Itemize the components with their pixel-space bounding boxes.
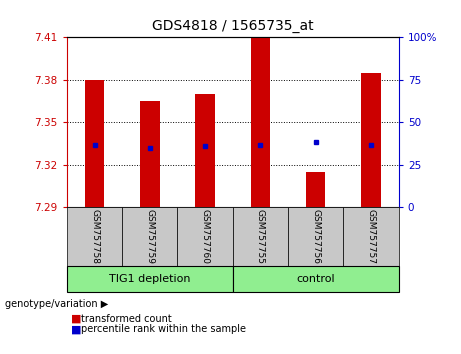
- Bar: [85, 80, 104, 207]
- Text: GSM757759: GSM757759: [145, 209, 154, 264]
- Bar: [195, 94, 215, 207]
- Text: transformed count: transformed count: [81, 314, 171, 324]
- Text: GSM757758: GSM757758: [90, 209, 99, 264]
- Bar: [251, 37, 270, 207]
- Text: TIG1 depletion: TIG1 depletion: [109, 274, 190, 284]
- Text: percentile rank within the sample: percentile rank within the sample: [81, 324, 246, 334]
- Title: GDS4818 / 1565735_at: GDS4818 / 1565735_at: [152, 19, 313, 33]
- Bar: [140, 101, 160, 207]
- Bar: [361, 73, 381, 207]
- Text: GSM757757: GSM757757: [366, 209, 376, 264]
- Text: control: control: [296, 274, 335, 284]
- Text: GSM757755: GSM757755: [256, 209, 265, 264]
- Text: ■: ■: [71, 314, 82, 324]
- Text: GSM757760: GSM757760: [201, 209, 210, 264]
- Text: GSM757756: GSM757756: [311, 209, 320, 264]
- Text: ■: ■: [71, 324, 82, 334]
- Bar: [306, 172, 325, 207]
- Text: genotype/variation ▶: genotype/variation ▶: [5, 299, 108, 309]
